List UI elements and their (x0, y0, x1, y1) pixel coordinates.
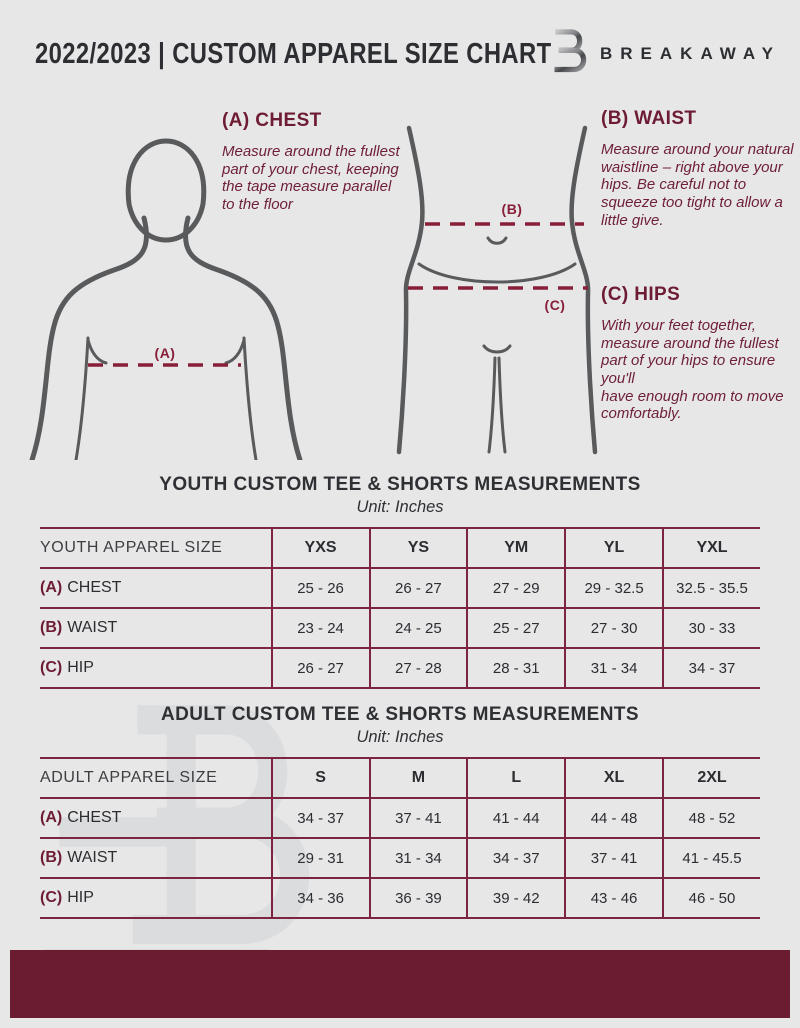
cell-value: 37 - 41 (564, 838, 663, 878)
marker-c-label: (C) (545, 297, 566, 313)
chest-note: Measure around the fullest part of your … (222, 143, 400, 214)
cell-value: 27 - 28 (368, 648, 468, 688)
cell-value: 34 - 37 (270, 798, 370, 838)
breakaway-b-icon (538, 29, 587, 79)
row-label: WAIST (67, 619, 118, 636)
cell-value: 26 - 27 (368, 568, 468, 608)
youth-unit-label: Unit: Inches (356, 498, 444, 516)
waist-heading: (B) WAIST (601, 108, 697, 129)
cell-value: 44 - 48 (564, 798, 663, 838)
adult-size-col-header: ADULT APPAREL SIZE (40, 769, 218, 786)
hips-instruction-block: (C) HIPS With your feet together, measur… (601, 284, 799, 423)
youth-size-table: YOUTH APPAREL SIZE YXS YS YM YL YXL (A) C… (40, 527, 760, 689)
col-header-yxl: YXL (662, 528, 760, 568)
col-header-ym: YM (466, 528, 566, 568)
marker-b-label: (B) (502, 201, 523, 217)
footer-bar (10, 950, 790, 1018)
cell-value: 41 - 45.5 (661, 838, 760, 878)
waist-instruction-block: (B) WAIST Measure around your natural wa… (601, 108, 799, 229)
waist-note: Measure around your natural waistline – … (601, 141, 794, 229)
adult-hip-row: (C) HIP 34 - 36 36 - 39 39 - 42 43 - 46 4… (40, 878, 760, 918)
cell-value: 29 - 31 (270, 838, 370, 878)
chest-instruction-block: (A) CHEST Measure around the fullest par… (222, 110, 400, 214)
adult-table-header-row: ADULT APPAREL SIZE S M L XL 2XL (40, 758, 760, 798)
hips-note: With your feet together, measure around … (601, 317, 784, 423)
cell-value: 32.5 - 35.5 (662, 568, 760, 608)
brand-name: BREAKAWAY (600, 44, 781, 63)
adult-chest-row: (A) CHEST 34 - 37 37 - 41 41 - 44 44 - 48… (40, 798, 760, 838)
row-letter: (A) (40, 809, 63, 826)
cell-value: 37 - 41 (368, 798, 468, 838)
col-header-yxs: YXS (270, 528, 370, 568)
cell-value: 46 - 50 (661, 878, 760, 918)
cell-value: 34 - 36 (270, 878, 370, 918)
upper-body-figure: (A) (29, 138, 303, 460)
cell-value: 28 - 31 (466, 648, 566, 688)
marker-a-label: (A) (155, 345, 176, 361)
row-letter: (C) (40, 889, 63, 906)
row-letter: (C) (40, 659, 63, 676)
cell-value: 27 - 29 (466, 568, 566, 608)
col-header-l: L (466, 758, 566, 798)
col-header-yl: YL (564, 528, 664, 568)
page-title: 2022/2023 | CUSTOM APPAREL SIZE CHART (35, 38, 552, 70)
youth-chest-row: (A) CHEST 25 - 26 26 - 27 27 - 29 29 - 32… (40, 568, 760, 608)
cell-value: 25 - 27 (466, 608, 566, 648)
cell-value: 39 - 42 (466, 878, 566, 918)
adult-section-title: ADULT CUSTOM TEE & SHORTS MEASUREMENTS (161, 704, 639, 725)
row-label: CHEST (67, 809, 122, 826)
youth-waist-row: (B) WAIST 23 - 24 24 - 25 25 - 27 27 - 30… (40, 608, 760, 648)
cell-value: 25 - 26 (270, 568, 370, 608)
col-header-m: M (368, 758, 468, 798)
cell-value: 31 - 34 (564, 648, 664, 688)
adult-size-table: ADULT APPAREL SIZE S M L XL 2XL (A) CHEST… (40, 757, 760, 919)
cell-value: 24 - 25 (368, 608, 468, 648)
row-label: HIP (67, 889, 94, 906)
cell-value: 41 - 44 (466, 798, 566, 838)
cell-value: 36 - 39 (368, 878, 468, 918)
cell-value: 48 - 52 (661, 798, 760, 838)
lower-body-figure: (B) (C) (396, 125, 598, 455)
cell-value: 26 - 27 (270, 648, 370, 688)
col-header-2xl: 2XL (661, 758, 760, 798)
row-letter: (B) (40, 619, 63, 636)
adult-unit-label: Unit: Inches (356, 728, 444, 746)
cell-value: 43 - 46 (564, 878, 663, 918)
adult-waist-row: (B) WAIST 29 - 31 31 - 34 34 - 37 37 - 41… (40, 838, 760, 878)
col-header-ys: YS (368, 528, 468, 568)
row-label: WAIST (67, 849, 118, 866)
row-label: HIP (67, 659, 94, 676)
cell-value: 34 - 37 (466, 838, 566, 878)
row-label: CHEST (67, 579, 122, 596)
hips-heading: (C) HIPS (601, 284, 681, 305)
youth-section-title: YOUTH CUSTOM TEE & SHORTS MEASUREMENTS (159, 474, 641, 495)
cell-value: 27 - 30 (564, 608, 664, 648)
row-letter: (A) (40, 579, 63, 596)
cell-value: 31 - 34 (368, 838, 468, 878)
row-letter: (B) (40, 849, 63, 866)
col-header-xl: XL (564, 758, 663, 798)
chest-heading: (A) CHEST (222, 110, 322, 131)
youth-table-header-row: YOUTH APPAREL SIZE YXS YS YM YL YXL (40, 528, 760, 568)
cell-value: 29 - 32.5 (564, 568, 664, 608)
cell-value: 23 - 24 (270, 608, 370, 648)
cell-value: 30 - 33 (662, 608, 760, 648)
col-header-s: S (270, 758, 370, 798)
youth-size-col-header: YOUTH APPAREL SIZE (40, 539, 223, 556)
youth-hip-row: (C) HIP 26 - 27 27 - 28 28 - 31 31 - 34 3… (40, 648, 760, 688)
cell-value: 34 - 37 (662, 648, 760, 688)
